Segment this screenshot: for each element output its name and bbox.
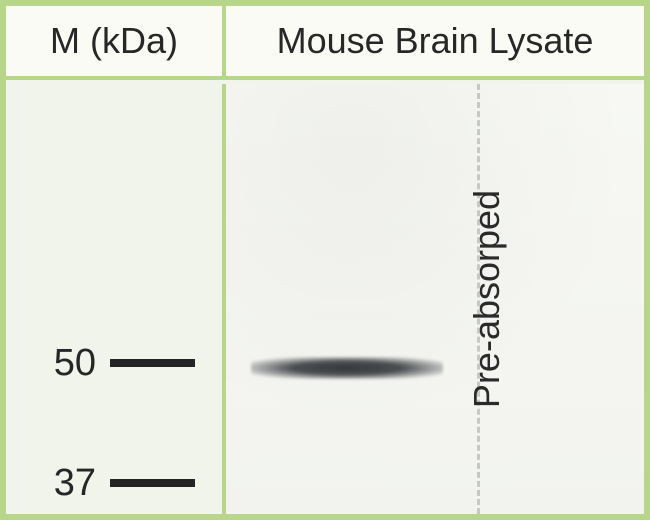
western-blot-figure: M (kDa) Mouse Brain Lysate 50 37 Pre-abs… [0, 0, 650, 520]
mw-value-50: 50 [6, 342, 110, 385]
mw-dash-50 [110, 359, 195, 367]
marker-column-label: M (kDa) [50, 20, 178, 62]
marker-lane: 50 37 [6, 84, 226, 514]
band-49kda [251, 357, 443, 379]
mw-tick-37: 37 [6, 462, 222, 505]
marker-column-header: M (kDa) [6, 6, 226, 76]
sample-column-label: Mouse Brain Lysate [277, 20, 594, 62]
body-region: 50 37 Pre-absorped [6, 84, 644, 514]
membrane-background [226, 84, 644, 514]
header-row: M (kDa) Mouse Brain Lysate [6, 6, 644, 80]
pre-absorbed-label: Pre-absorped [466, 190, 508, 408]
blot-lane: Pre-absorped [226, 84, 644, 514]
sample-column-header: Mouse Brain Lysate [226, 6, 644, 76]
mw-dash-37 [110, 479, 195, 487]
mw-tick-50: 50 [6, 342, 222, 385]
mw-value-37: 37 [6, 462, 110, 505]
